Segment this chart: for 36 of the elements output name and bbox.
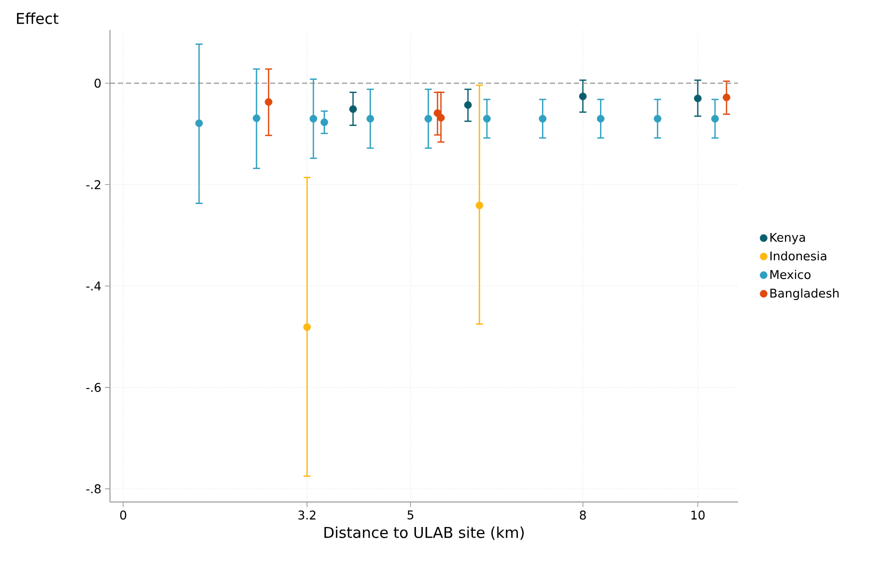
point	[694, 94, 702, 102]
y-tick-label: -.8	[86, 484, 101, 494]
point	[579, 92, 587, 100]
y-tick-label: -.2	[86, 180, 100, 190]
legend-label: Indonesia	[770, 251, 826, 260]
point	[320, 118, 328, 126]
x-tick-label: 8	[580, 510, 586, 520]
point	[483, 114, 491, 123]
y-axis-title: Effect	[17, 12, 58, 24]
point	[722, 94, 730, 102]
point	[310, 114, 318, 123]
x-axis-title: Distance to ULAB site (km)	[324, 526, 524, 540]
point	[349, 105, 357, 113]
point	[654, 114, 662, 123]
legend-label: Kenya	[770, 232, 805, 244]
point	[437, 114, 445, 122]
legend-label: Mexico	[770, 270, 810, 280]
y-tick-label: 0	[94, 78, 101, 88]
point	[711, 114, 719, 123]
y-tick-label: -.4	[86, 282, 101, 290]
point	[538, 114, 546, 123]
point	[596, 114, 604, 123]
y-tick-label: -.6	[86, 382, 101, 392]
point	[303, 323, 311, 331]
point	[195, 119, 203, 128]
point	[476, 202, 484, 210]
point	[264, 98, 272, 106]
legend-label: Bangladesh	[770, 288, 839, 300]
point	[252, 114, 260, 122]
x-tick-label: 5	[408, 510, 414, 520]
point	[464, 101, 472, 109]
point	[424, 114, 432, 123]
x-tick-label: 10	[691, 510, 705, 520]
point	[366, 114, 374, 123]
x-tick-label: 0	[120, 510, 126, 520]
x-tick-label: 3.2	[298, 510, 316, 520]
